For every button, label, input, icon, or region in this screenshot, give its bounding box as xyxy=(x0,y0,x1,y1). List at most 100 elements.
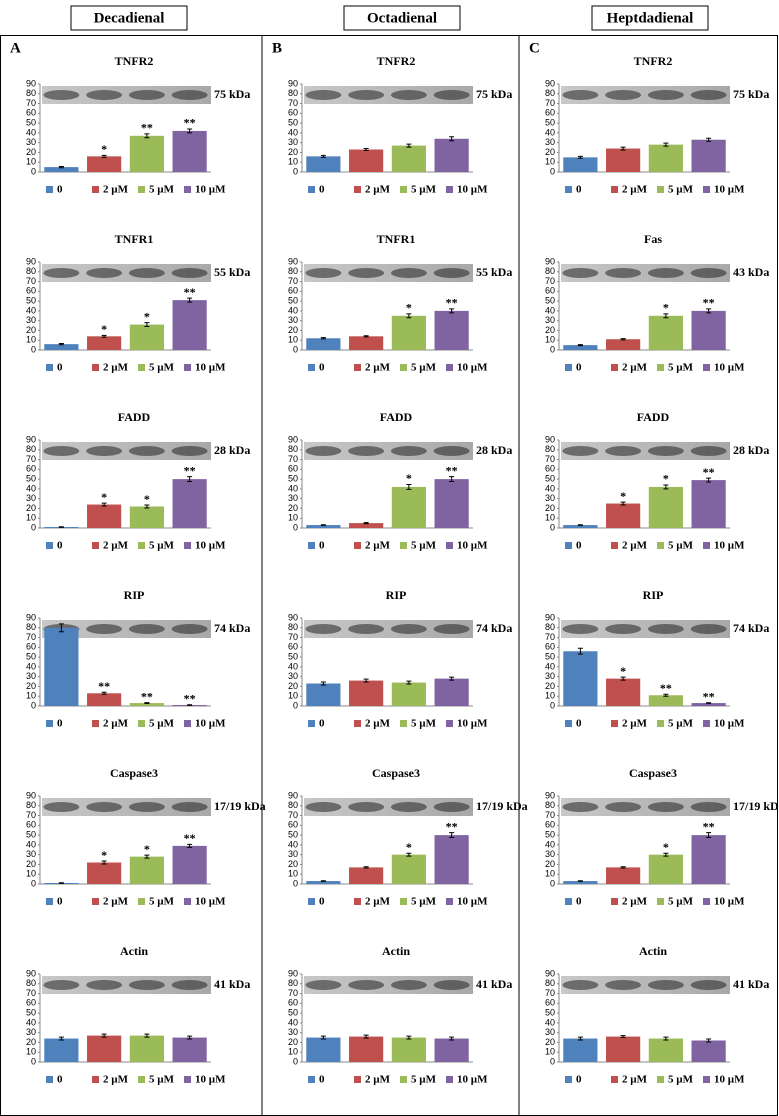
bar xyxy=(691,310,726,350)
y-tick-label: 40 xyxy=(288,661,298,671)
y-tick-label: 60 xyxy=(288,464,298,474)
bar xyxy=(44,1038,79,1062)
blot-band xyxy=(390,624,427,634)
legend-label: 5 µM xyxy=(411,362,437,374)
blot-strip xyxy=(561,442,730,460)
y-tick-label: 0 xyxy=(31,344,36,354)
legend-swatch xyxy=(354,720,361,727)
y-tick-label: 20 xyxy=(288,325,298,335)
significance: ** xyxy=(446,463,458,477)
significance: * xyxy=(663,301,669,315)
blot-band xyxy=(690,90,727,100)
error-bar xyxy=(706,137,712,142)
error-bar xyxy=(144,133,150,139)
y-tick-label: 20 xyxy=(545,147,555,157)
blot-band xyxy=(43,268,80,278)
legend-label: 0 xyxy=(576,362,582,374)
y-tick-label: 70 xyxy=(288,98,298,108)
y-tick-label: 10 xyxy=(26,335,36,345)
blot-band xyxy=(433,446,470,456)
legend-label: 0 xyxy=(576,540,582,552)
blot-band xyxy=(605,90,642,100)
legend-label: 5 µM xyxy=(668,184,694,196)
y-tick-label: 60 xyxy=(26,108,36,118)
legend-label: 2 µM xyxy=(365,718,391,730)
legend-label: 0 xyxy=(319,718,325,730)
legend-swatch xyxy=(446,898,453,905)
panel-title: Caspase3 xyxy=(110,766,158,780)
legend-label: 2 µM xyxy=(103,184,129,196)
y-tick-label: 40 xyxy=(26,1017,36,1027)
legend-swatch xyxy=(565,1076,572,1083)
error-bar xyxy=(320,681,326,686)
blot-strip xyxy=(561,86,730,104)
y-tick-label: 90 xyxy=(545,968,555,978)
bar xyxy=(44,344,79,350)
error-bar xyxy=(663,484,669,490)
y-tick-label: 10 xyxy=(26,513,36,523)
y-tick-label: 30 xyxy=(545,137,555,147)
legend-swatch xyxy=(184,898,191,905)
error-bar xyxy=(58,166,64,169)
y-tick-label: 40 xyxy=(26,127,36,137)
bar xyxy=(129,324,164,350)
bar xyxy=(691,703,726,706)
y-tick-label: 20 xyxy=(545,859,555,869)
legend-label: 0 xyxy=(57,896,63,908)
bar xyxy=(306,338,341,350)
y-tick-label: 60 xyxy=(545,642,555,652)
error-bar xyxy=(663,313,669,319)
legend-swatch xyxy=(184,186,191,193)
legend-swatch xyxy=(400,186,407,193)
column-header: Octadienal xyxy=(367,10,437,26)
y-tick-label: 80 xyxy=(288,622,298,632)
blot-strip xyxy=(304,620,473,638)
blot-band xyxy=(390,802,427,812)
band-size: 28 kDa xyxy=(214,443,250,457)
significance: * xyxy=(101,848,107,862)
panel-title: Caspase3 xyxy=(372,766,420,780)
legend-swatch xyxy=(611,186,618,193)
error-bar xyxy=(101,1033,107,1038)
blot-strip xyxy=(561,798,730,816)
legend-swatch xyxy=(703,898,710,905)
significance: * xyxy=(620,489,626,503)
legend-swatch xyxy=(446,364,453,371)
y-tick-label: 0 xyxy=(293,878,298,888)
y-tick-label: 20 xyxy=(26,147,36,157)
legend-swatch xyxy=(446,1076,453,1083)
bar xyxy=(648,486,683,528)
legend-label: 2 µM xyxy=(622,1074,648,1086)
panel-title: TNFR2 xyxy=(377,54,416,68)
legend-swatch xyxy=(92,542,99,549)
y-tick-label: 80 xyxy=(288,978,298,988)
blot-strip xyxy=(42,798,211,816)
y-tick-label: 40 xyxy=(288,305,298,315)
legend-swatch xyxy=(565,542,572,549)
y-tick-label: 50 xyxy=(545,651,555,661)
blot-band xyxy=(647,624,684,634)
y-tick-label: 70 xyxy=(288,454,298,464)
legend-swatch xyxy=(184,364,191,371)
y-tick-label: 0 xyxy=(550,344,555,354)
legend-label: 2 µM xyxy=(365,540,391,552)
y-tick-label: 40 xyxy=(288,839,298,849)
bar xyxy=(606,678,641,706)
legend-swatch xyxy=(92,186,99,193)
legend-label: 10 µM xyxy=(195,540,226,552)
legend-label: 2 µM xyxy=(103,362,129,374)
blot-band xyxy=(690,446,727,456)
significance: ** xyxy=(703,465,715,479)
y-tick-label: 20 xyxy=(26,1037,36,1047)
significance: ** xyxy=(446,296,458,310)
band-size: 41 kDa xyxy=(214,977,250,991)
error-bar xyxy=(706,832,712,839)
y-tick-label: 40 xyxy=(26,839,36,849)
bar xyxy=(349,149,384,172)
bar xyxy=(434,678,469,706)
error-bar xyxy=(101,154,107,158)
y-tick-label: 30 xyxy=(288,315,298,325)
y-tick-label: 10 xyxy=(545,157,555,167)
legend-swatch xyxy=(46,364,53,371)
